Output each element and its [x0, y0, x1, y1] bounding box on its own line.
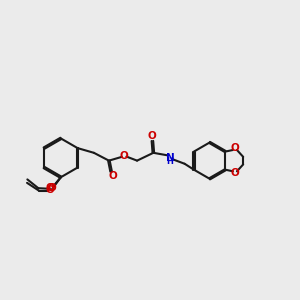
- Text: N: N: [166, 152, 174, 163]
- Text: O: O: [230, 168, 239, 178]
- Text: O: O: [108, 171, 117, 181]
- Text: O: O: [47, 183, 56, 193]
- Text: O: O: [46, 185, 55, 195]
- Text: O: O: [46, 183, 54, 193]
- Text: O: O: [147, 131, 156, 141]
- Text: O: O: [120, 151, 128, 161]
- Text: O: O: [230, 143, 239, 153]
- Text: H: H: [167, 157, 173, 166]
